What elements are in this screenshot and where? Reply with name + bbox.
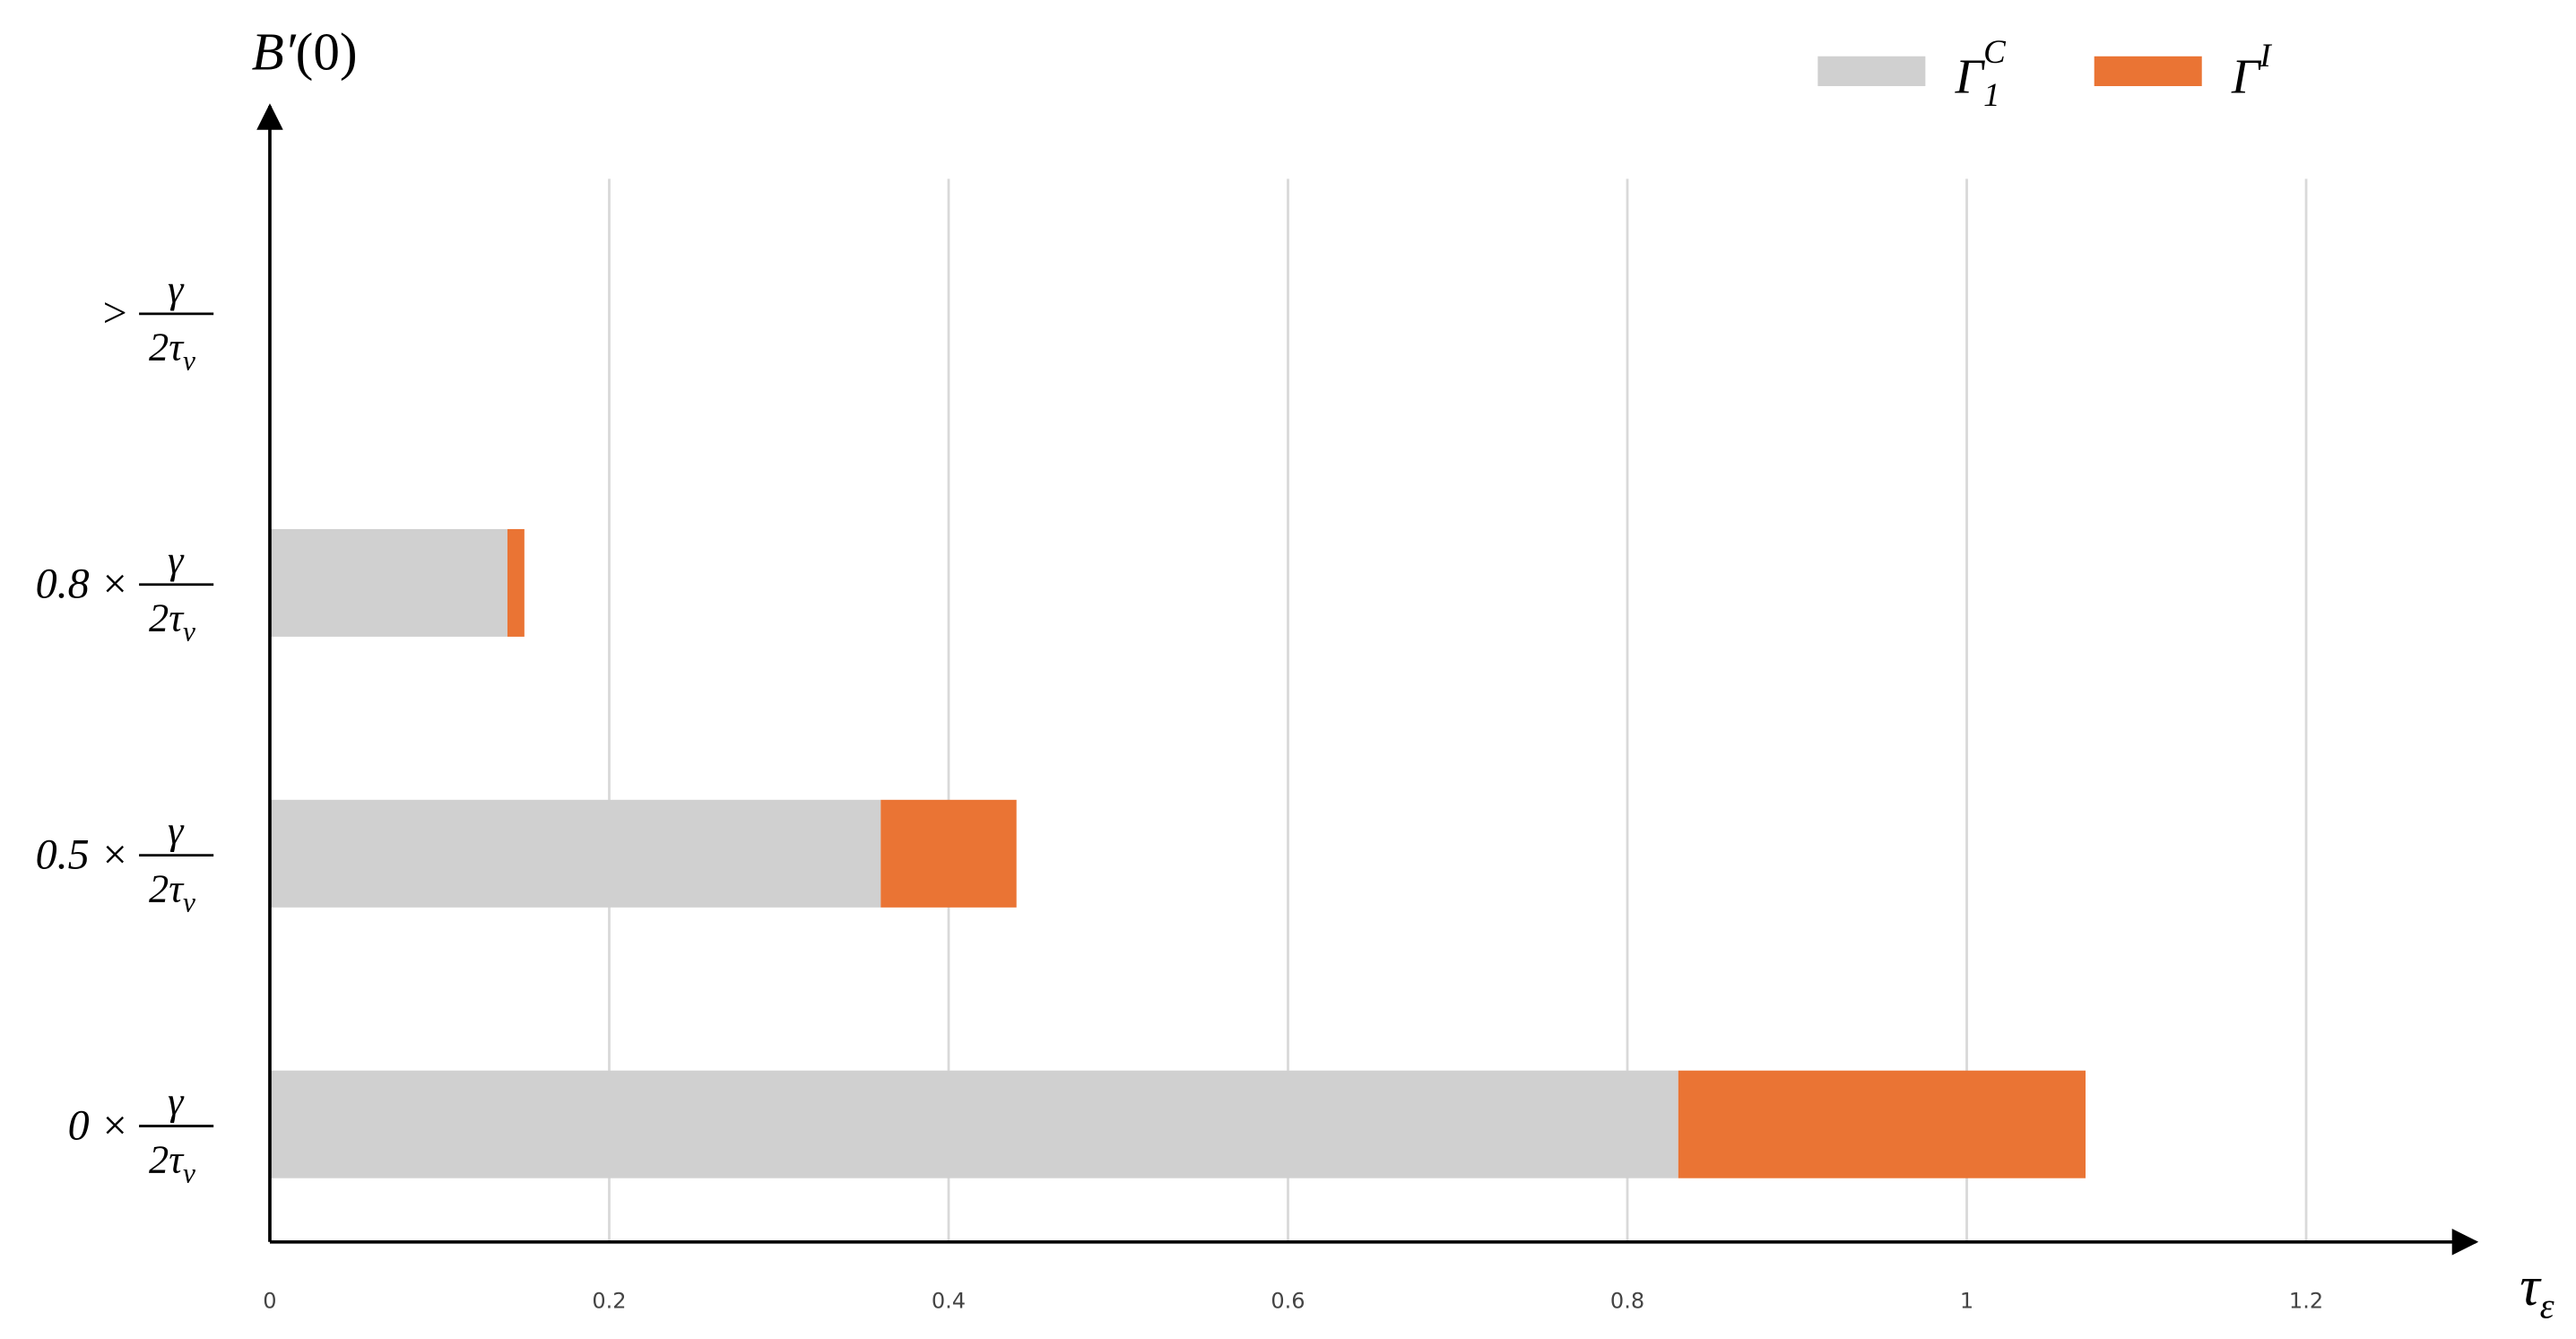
legend-name: Γ [1955,48,1986,103]
fraction-numerator: γ [168,1080,185,1124]
legend-label: Γ1 C [1955,33,2006,113]
legend-name: Γ [2231,48,2262,103]
x-axis-label: τε [2520,1255,2554,1326]
legend-swatch [1817,56,1926,87]
x-tick-label: 0 [263,1289,276,1314]
y-axis-label: B′(0) [252,22,358,82]
denominator-sub: v [183,345,195,377]
denominator-text: 2τ [149,866,185,910]
y-tick-label: 0.8 × [36,561,129,608]
x-tick-label: 0.4 [932,1289,966,1314]
denominator-sub: v [183,886,195,917]
y-tick-label: > [100,290,129,337]
y-label-main: B′ [252,22,297,82]
denominator-text: 2τ [149,596,185,639]
legend-sup: I [2259,37,2272,74]
bar-segment [507,528,525,637]
bar-segment [269,799,881,908]
bar-segment [1678,1070,2086,1178]
fraction-denominator: 2τv [149,326,195,377]
x-label-sub: ε [2540,1286,2554,1326]
y-tick-label: 0 × [68,1101,129,1149]
legend-sup: C [1983,33,2006,70]
legend-swatch [2094,56,2202,87]
denominator-sub: v [183,1157,195,1188]
fraction-numerator: γ [168,538,185,582]
x-tick-label: 1.2 [2289,1289,2323,1314]
fraction-denominator: 2τv [149,596,195,647]
fraction-denominator: 2τv [149,1137,195,1188]
legend-label: ΓI [2231,37,2273,104]
bar-segment [880,799,1017,908]
x-tick-label: 1 [1960,1289,1973,1314]
fraction-denominator: 2τv [149,866,195,917]
bar-segment [269,1070,1678,1178]
x-tick-label: 0.8 [1610,1289,1644,1314]
denominator-text: 2τ [149,1137,185,1181]
fraction-numerator: γ [168,267,185,311]
bar-segment [269,528,507,637]
fraction-numerator: γ [168,809,185,853]
denominator-text: 2τ [149,326,185,370]
legend-sub: 1 [1983,76,1999,113]
denominator-sub: v [183,616,195,648]
y-tick-label: 0.5 × [36,830,129,878]
y-label-rest: (0) [296,22,358,82]
x-label-main: τ [2520,1255,2542,1317]
x-tick-label: 0.6 [1271,1289,1305,1314]
x-tick-label: 0.2 [592,1289,626,1314]
